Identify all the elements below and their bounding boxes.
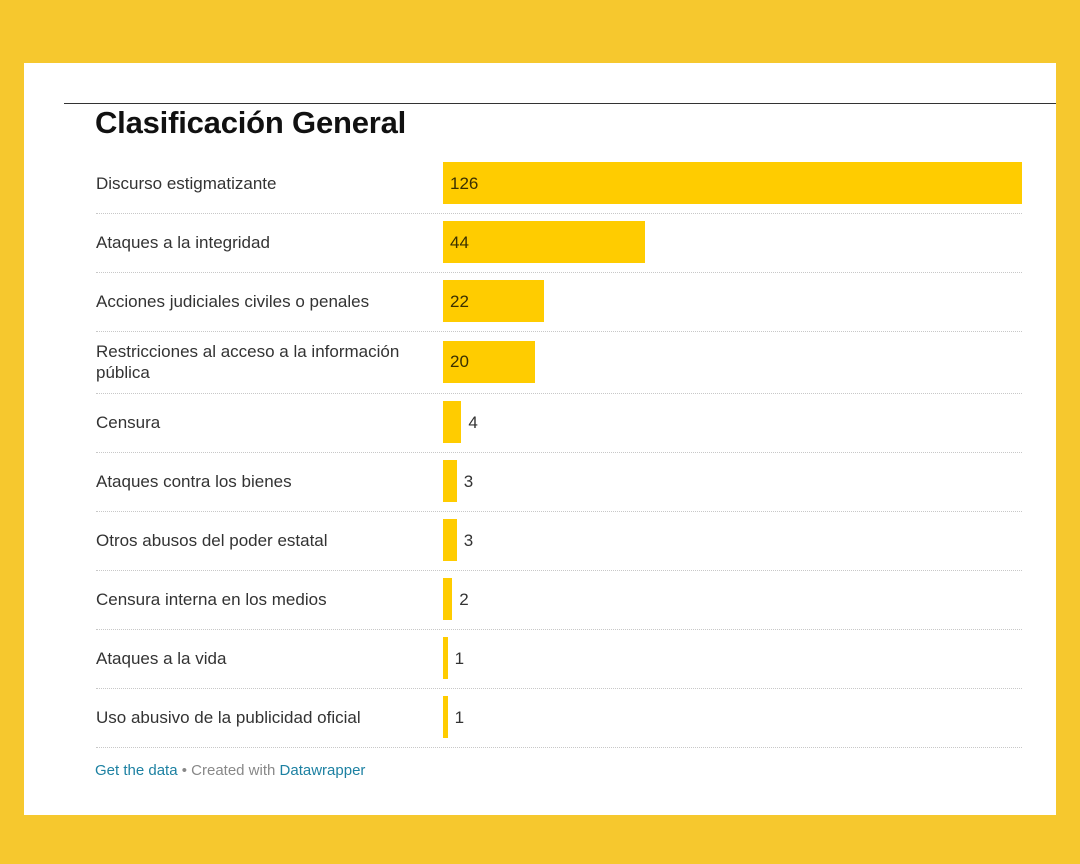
- chart-row: Uso abusivo de la publicidad oficial 1: [96, 689, 1022, 748]
- get-the-data-link[interactable]: Get the data: [95, 762, 178, 779]
- bar-label: Uso abusivo de la publicidad oficial: [96, 707, 361, 727]
- bar: [443, 162, 1022, 204]
- bar-value-label: 3: [463, 471, 474, 491]
- bar-label: Ataques contra los bienes: [96, 471, 292, 491]
- chart-row: Restricciones al acceso a la información…: [96, 332, 1022, 394]
- bar: [443, 221, 646, 263]
- footer-separator: • Created with: [177, 762, 280, 779]
- bar-label: Acciones judiciales civiles o penales: [96, 291, 370, 311]
- bar: [443, 280, 545, 322]
- datawrapper-link[interactable]: Datawrapper: [279, 762, 366, 779]
- bar-value-label: 20: [450, 352, 469, 371]
- chart-row: Censura 4: [96, 394, 1022, 453]
- chart-row: Censura interna en los medios 2: [96, 571, 1022, 630]
- chart-row: Otros abusos del poder estatal 3: [96, 512, 1022, 571]
- bar-value-label: 44: [450, 232, 469, 252]
- bar-label: Ataques a la integridad: [96, 232, 270, 252]
- chart-card: Clasificación General Discurso estigmati…: [24, 63, 1056, 815]
- bar-value-label: 3: [463, 530, 474, 550]
- chart-footer: Get the data • Created with Datawrapper: [95, 762, 365, 779]
- bar-label: Ataques a la vida: [96, 648, 227, 668]
- bar: [443, 401, 462, 443]
- bar-value-label: 2: [459, 589, 469, 609]
- bar: [443, 460, 457, 502]
- bar-value-label: 1: [454, 707, 465, 727]
- bar-value-label: 4: [468, 412, 478, 432]
- chart-row: Discurso estigmatizante 126: [96, 155, 1022, 214]
- bar-label: Restricciones al acceso a la información…: [96, 341, 400, 382]
- chart-title: Clasificación General: [95, 105, 407, 140]
- bar-label: Censura interna en los medios: [96, 589, 327, 609]
- bar: [443, 519, 457, 561]
- chart-row: Ataques a la integridad 44: [96, 214, 1022, 273]
- bar-value-label: 1: [454, 648, 465, 668]
- chart-row: Acciones judiciales civiles o penales 22: [96, 273, 1022, 332]
- top-rule: [64, 103, 1056, 104]
- chart-row: Ataques a la vida 1: [96, 630, 1022, 689]
- chart-row: Ataques contra los bienes 3: [96, 453, 1022, 512]
- bar-chart: Discurso estigmatizante 126 Ataques a la i…: [96, 155, 1022, 748]
- bar: [443, 637, 448, 679]
- bar-value-label: 22: [450, 291, 469, 311]
- bar: [443, 340, 535, 383]
- bar-label: Discurso estigmatizante: [96, 173, 277, 193]
- bar-label: Otros abusos del poder estatal: [96, 530, 328, 550]
- bar: [443, 578, 453, 620]
- bar-value-label: 126: [450, 173, 479, 193]
- bar: [443, 696, 448, 738]
- bar-label: Censura: [96, 412, 161, 432]
